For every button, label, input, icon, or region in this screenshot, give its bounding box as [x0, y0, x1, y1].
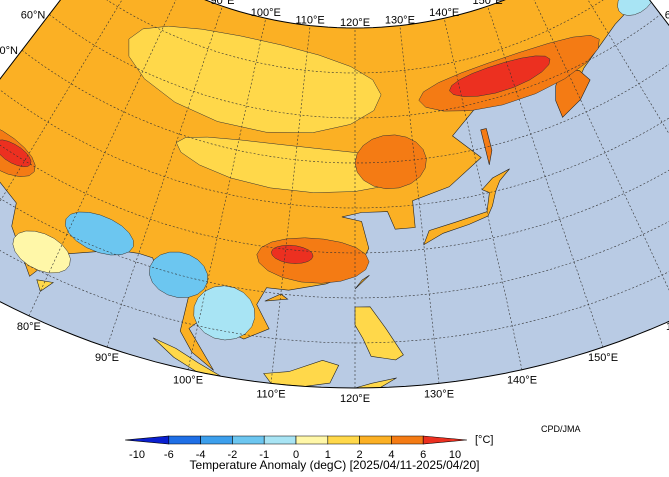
colorbar-segment [327, 435, 360, 445]
lat-label-left: 60°N [21, 9, 46, 21]
coordinate-labels: 60°E60°E70°E70°E80°E80°E90°E90°E100°E100… [0, 0, 669, 405]
colorbar-tick-label: 1 [325, 449, 331, 461]
lon-label-bottom: 160°E [666, 321, 669, 333]
latitude-line [0, 121, 669, 254]
colorbar: -10 -6 -4 -2 -1 0 1 2 4 6 10[°C] [124, 434, 493, 461]
longitude-line [443, 18, 523, 370]
colorbar-segment [263, 435, 297, 445]
hot-anomaly-pakistan [0, 139, 32, 168]
longitude-line [528, 0, 669, 316]
colorbar-tick-label: -10 [129, 449, 145, 461]
colorbar-tick-label: 6 [420, 449, 426, 461]
hainan-land [264, 293, 289, 302]
lon-label-top: 140°E [429, 7, 459, 19]
lon-label-bottom: 90°E [95, 352, 119, 364]
colorbar-tick-label: 4 [388, 449, 394, 461]
colorbar-tick-label: -1 [259, 449, 269, 461]
latitude-line [0, 85, 669, 209]
lon-label-bottom: 130°E [424, 388, 454, 400]
colorbar-segment [124, 435, 170, 445]
lat-label-left: 50°N [0, 45, 18, 57]
map-frame [0, 0, 669, 389]
colorbar-tick-label: 10 [449, 449, 461, 461]
cool-anomaly-india [65, 211, 134, 256]
longitude-line [28, 0, 182, 316]
mild-anomaly-india [12, 230, 71, 274]
lat-label-right: 60°N [665, 9, 669, 21]
longitude-line [399, 25, 440, 384]
colorbar-segment [359, 435, 392, 445]
longitude-line [106, 6, 223, 348]
longitude-line [270, 25, 311, 384]
taiwan-land [354, 275, 370, 290]
colorbar-tick-label: 2 [357, 449, 363, 461]
colorbar-tick-label: -4 [196, 449, 206, 461]
colorbar-segment [391, 435, 424, 445]
lon-label-top: 120°E [340, 17, 370, 29]
lon-label-bottom: 80°E [17, 321, 41, 333]
lon-label-bottom: 140°E [507, 375, 537, 387]
land-anomaly-layer [0, 0, 669, 388]
longitude-line [487, 6, 604, 348]
hot-anomaly-east-siberia [449, 55, 551, 97]
lon-label-top: 90°E [210, 0, 234, 7]
colorbar-tick-label: -6 [164, 449, 174, 461]
cool-anomaly-indochina [193, 285, 256, 341]
philippines-land [354, 306, 404, 361]
lon-label-top: 100°E [251, 7, 281, 19]
sri-lanka-land [36, 279, 54, 292]
colorbar-segment [422, 435, 468, 445]
colorbar-segment [295, 435, 329, 445]
colorbar-segment [232, 435, 265, 445]
latitude-line [0, 157, 669, 299]
map-caption: Temperature Anomaly (degC) [2025/04/11-2… [189, 458, 480, 472]
lon-label-bottom: 120°E [340, 393, 370, 405]
credit-label: CPD/JMA [541, 424, 581, 434]
japan-land [423, 168, 510, 246]
lon-label-top: 130°E [385, 15, 415, 27]
lon-label-bottom: 150°E [588, 352, 618, 364]
hot-anomaly-china [271, 244, 314, 264]
lon-label-top: 150°E [472, 0, 502, 7]
warm-anomaly-north-asia [128, 25, 382, 133]
longitude-line [187, 18, 267, 370]
colorbar-segment [200, 435, 233, 445]
colorbar-unit: [°C] [475, 434, 493, 446]
lon-label-top: 110°E [295, 15, 324, 27]
sakhalin-land [480, 128, 493, 165]
lon-label-bottom: 110°E [256, 388, 285, 400]
graticule [0, 0, 669, 388]
colorbar-tick-label: 0 [293, 449, 299, 461]
lon-label-bottom: 100°E [173, 375, 203, 387]
colorbar-tick-label: -2 [228, 449, 238, 461]
colorbar-segment [168, 435, 201, 445]
